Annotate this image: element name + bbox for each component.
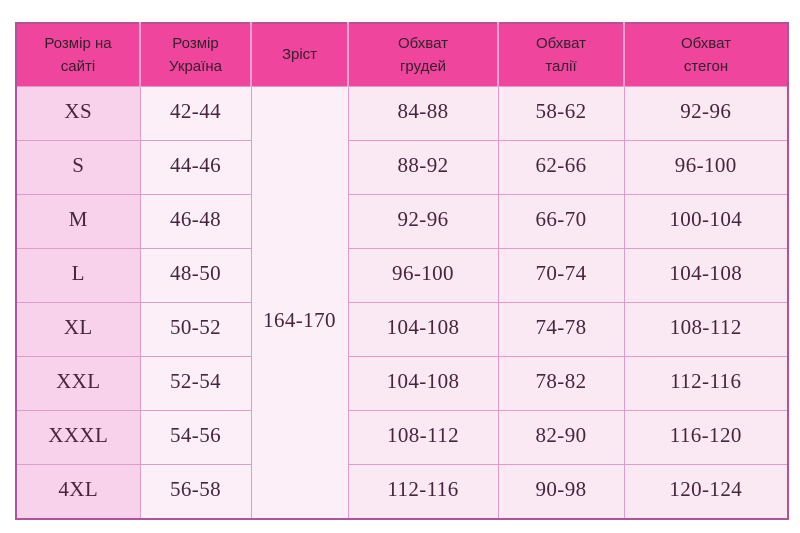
cell-hips: 108-112 — [623, 302, 789, 357]
column-header-height: Зріст — [250, 23, 348, 87]
column-header-site-size: Розмір на сайті — [16, 23, 140, 87]
cell-ukraine-size: 48-50 — [139, 248, 252, 303]
cell-site-size: S — [15, 140, 141, 195]
cell-ukraine-size: 42-44 — [139, 86, 252, 141]
cell-hips: 96-100 — [623, 140, 789, 195]
cell-chest: 88-92 — [347, 140, 499, 195]
cell-ukraine-size: 54-56 — [139, 410, 252, 465]
table-row: XS 42-44 164-170 84-88 58-62 92-96 — [15, 86, 789, 520]
table-row: 4XL 56-58 112-116 90-98 120-124 — [15, 464, 789, 520]
cell-height-merged: 164-170 — [250, 86, 349, 520]
cell-chest: 84-88 — [347, 86, 499, 141]
cell-site-size: L — [15, 248, 141, 303]
table-body: XS 42-44 164-170 84-88 58-62 92-96 S 44-… — [15, 86, 789, 520]
table-row: XXL 52-54 104-108 78-82 112-116 — [15, 356, 789, 411]
cell-ukraine-size: 44-46 — [139, 140, 252, 195]
table-row: M 46-48 92-96 66-70 100-104 — [15, 194, 789, 249]
cell-ukraine-size: 46-48 — [139, 194, 252, 249]
column-header-hips: Обхват стегон — [623, 23, 788, 87]
table-row: XL 50-52 104-108 74-78 108-112 — [15, 302, 789, 357]
cell-hips: 92-96 — [623, 86, 789, 141]
table-header-row: Розмір на сайті Розмір Україна Зріст Обх… — [16, 23, 788, 87]
cell-ukraine-size: 56-58 — [139, 464, 252, 520]
cell-site-size: XL — [15, 302, 141, 357]
size-chart-table: Розмір на сайті Розмір Україна Зріст Обх… — [15, 22, 789, 520]
cell-hips: 104-108 — [623, 248, 789, 303]
column-header-ukraine-size: Розмір Україна — [139, 23, 251, 87]
cell-waist: 90-98 — [497, 464, 625, 520]
cell-chest: 108-112 — [347, 410, 499, 465]
cell-waist: 82-90 — [497, 410, 625, 465]
cell-chest: 104-108 — [347, 302, 499, 357]
column-header-chest: Обхват грудей — [347, 23, 498, 87]
cell-waist: 74-78 — [497, 302, 625, 357]
cell-site-size: M — [15, 194, 141, 249]
table-row: L 48-50 96-100 70-74 104-108 — [15, 248, 789, 303]
cell-ukraine-size: 52-54 — [139, 356, 252, 411]
cell-hips: 100-104 — [623, 194, 789, 249]
cell-site-size: XXXL — [15, 410, 141, 465]
cell-chest: 92-96 — [347, 194, 499, 249]
cell-waist: 66-70 — [497, 194, 625, 249]
cell-waist: 70-74 — [497, 248, 625, 303]
cell-chest: 112-116 — [347, 464, 499, 520]
cell-site-size: XXL — [15, 356, 141, 411]
cell-waist: 62-66 — [497, 140, 625, 195]
table-row: S 44-46 88-92 62-66 96-100 — [15, 140, 789, 195]
cell-waist: 58-62 — [497, 86, 625, 141]
cell-waist: 78-82 — [497, 356, 625, 411]
table-row: XXXL 54-56 108-112 82-90 116-120 — [15, 410, 789, 465]
cell-hips: 120-124 — [623, 464, 789, 520]
cell-hips: 112-116 — [623, 356, 789, 411]
cell-hips: 116-120 — [623, 410, 789, 465]
cell-chest: 104-108 — [347, 356, 499, 411]
cell-ukraine-size: 50-52 — [139, 302, 252, 357]
cell-site-size: 4XL — [15, 464, 141, 520]
column-header-waist: Обхват талії — [497, 23, 624, 87]
cell-chest: 96-100 — [347, 248, 499, 303]
cell-site-size: XS — [15, 86, 141, 141]
